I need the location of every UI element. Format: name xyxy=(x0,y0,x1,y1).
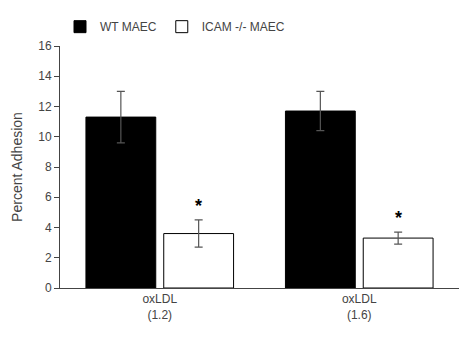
svg-text:0: 0 xyxy=(45,281,52,295)
svg-text:WT MAEC: WT MAEC xyxy=(100,20,157,34)
svg-text:4: 4 xyxy=(45,221,52,235)
svg-text:oxLDL(1.2): oxLDL(1.2) xyxy=(142,292,177,322)
svg-text:*: * xyxy=(195,196,202,216)
svg-text:oxLDL(1.6): oxLDL(1.6) xyxy=(342,292,377,322)
svg-text:ICAM -/- MAEC: ICAM -/- MAEC xyxy=(202,20,285,34)
svg-text:10: 10 xyxy=(38,130,52,144)
svg-text:14: 14 xyxy=(38,69,52,83)
svg-text:*: * xyxy=(395,208,402,228)
svg-text:8: 8 xyxy=(45,160,52,174)
svg-text:2: 2 xyxy=(45,251,52,265)
svg-text:12: 12 xyxy=(38,100,52,114)
svg-text:6: 6 xyxy=(45,190,52,204)
svg-text:16: 16 xyxy=(38,39,52,53)
svg-text:Percent Adhesion: Percent Adhesion xyxy=(9,112,25,222)
